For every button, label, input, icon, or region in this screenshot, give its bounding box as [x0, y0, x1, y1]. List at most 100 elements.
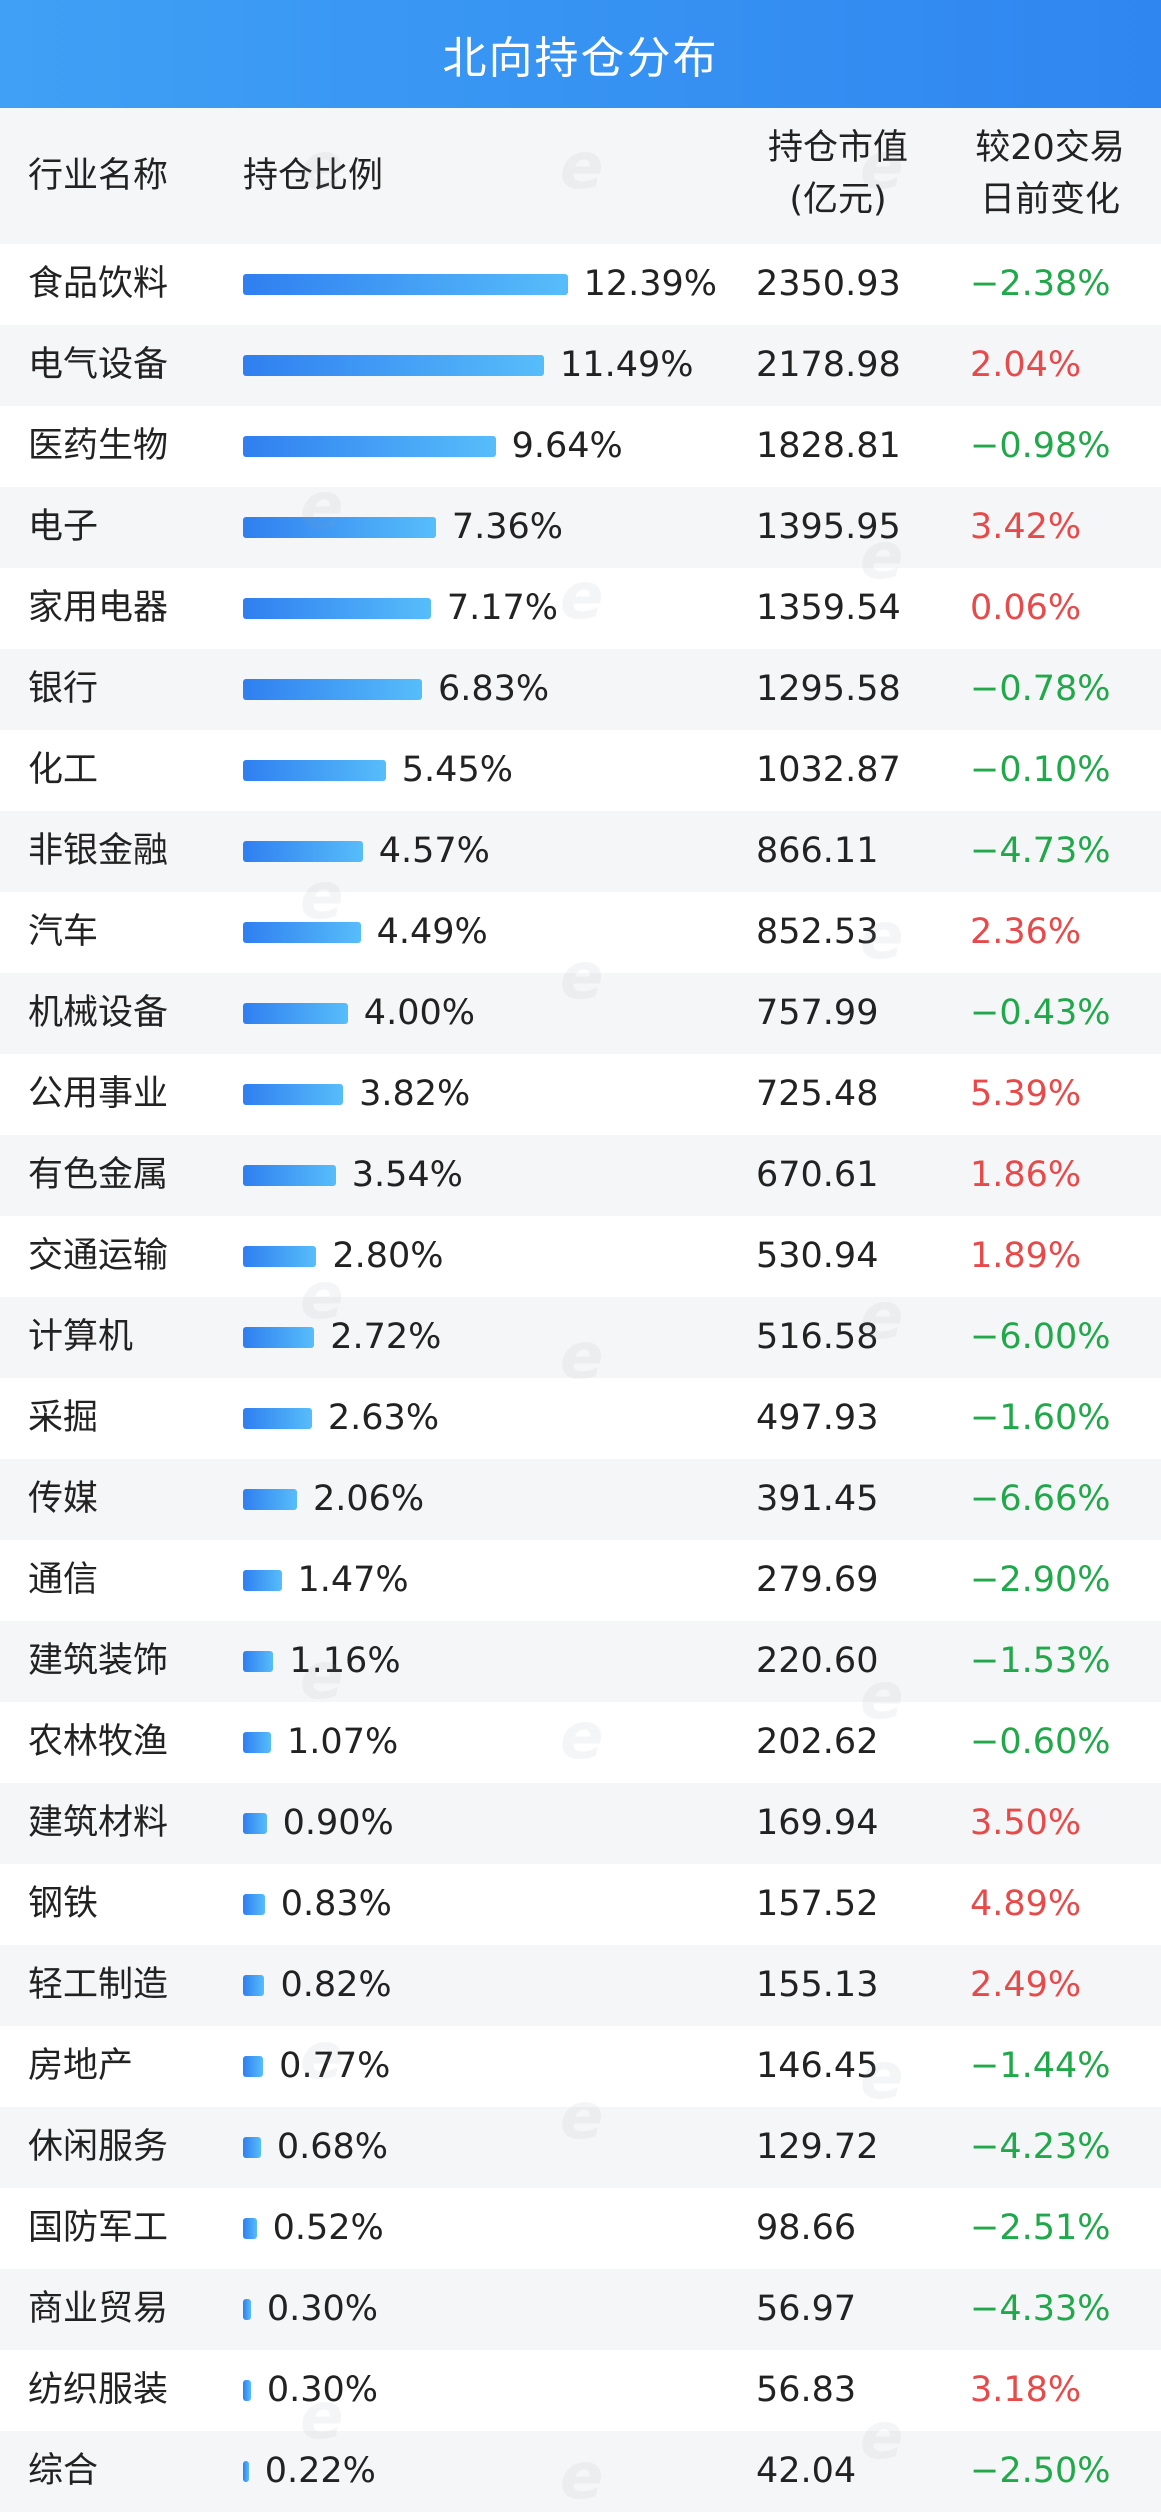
ratio-bar [243, 2461, 249, 2482]
market-value: 530.94 [756, 1236, 879, 1276]
ratio-bar [243, 760, 386, 781]
table-row: 休闲服务 0.68% 129.72 −4.23% [0, 2107, 1161, 2188]
table-row: 通信 1.47% 279.69 −2.90% [0, 1540, 1161, 1621]
table-row: 采掘 2.63% 497.93 −1.60% [0, 1378, 1161, 1459]
market-value: 42.04 [756, 2451, 857, 2491]
table-row: 机械设备 4.00% 757.99 −0.43% [0, 973, 1161, 1054]
table-row: 钢铁 0.83% 157.52 4.89% [0, 1864, 1161, 1945]
market-value: 98.66 [756, 2208, 857, 2248]
ratio-label: 9.64% [511, 426, 623, 466]
ratio-label: 0.22% [264, 2451, 376, 2491]
market-value: 725.48 [756, 1074, 879, 1114]
table-row: 非银金融 4.57% 866.11 −4.73% [0, 811, 1161, 892]
change-value: −0.43% [970, 993, 1111, 1033]
industry-name: 建筑装饰 [28, 1641, 169, 1681]
market-value: 516.58 [756, 1317, 879, 1357]
change-value: −4.23% [970, 2127, 1111, 2167]
ratio-label: 4.57% [378, 831, 490, 871]
header-market-value-line1: 持仓市值 [767, 128, 908, 168]
market-value: 2350.93 [756, 264, 901, 304]
ratio-label: 2.63% [327, 1398, 440, 1438]
change-value: −0.60% [970, 1722, 1111, 1762]
ratio-bar [243, 1570, 282, 1591]
table-row: 化工 5.45% 1032.87 −0.10% [0, 730, 1161, 811]
table-row: 食品饮料 12.39% 2350.93 −2.38% [0, 244, 1161, 325]
header-change-line2: 日前变化 [979, 180, 1120, 220]
change-value: 3.50% [970, 1803, 1082, 1843]
ratio-bar [243, 679, 422, 700]
market-value: 169.94 [756, 1803, 879, 1843]
ratio-label: 1.16% [289, 1641, 401, 1681]
market-value: 220.60 [756, 1641, 879, 1681]
change-value: 1.89% [970, 1236, 1082, 1276]
ratio-label: 0.77% [279, 2046, 391, 2086]
ratio-bar [243, 1813, 267, 1834]
ratio-bar [243, 2056, 264, 2077]
ratio-bar [243, 1246, 317, 1267]
market-value: 1359.54 [756, 588, 901, 628]
ratio-label: 11.49% [560, 345, 694, 385]
change-value: 2.04% [970, 345, 1082, 385]
market-value: 56.97 [756, 2289, 857, 2329]
market-value: 866.11 [756, 831, 879, 871]
market-value: 1395.95 [756, 507, 901, 547]
change-value: 2.49% [970, 1965, 1082, 2005]
ratio-bar [243, 1084, 344, 1105]
change-value: 2.36% [970, 912, 1082, 952]
change-value: −1.44% [970, 2046, 1111, 2086]
table-row: 商业贸易 0.30% 56.97 −4.33% [0, 2269, 1161, 2350]
table-row: 综合 0.22% 42.04 −2.50% [0, 2431, 1161, 2512]
industry-name: 交通运输 [28, 1236, 169, 1276]
header-industry: 行业名称 [28, 156, 169, 196]
table-row: 建筑装饰 1.16% 220.60 −1.53% [0, 1621, 1161, 1702]
industry-name: 传媒 [28, 1479, 99, 1519]
page-title: 北向持仓分布 [442, 33, 719, 84]
ratio-bar [243, 2380, 251, 2401]
ratio-label: 0.90% [282, 1803, 394, 1843]
change-value: 0.06% [970, 588, 1082, 628]
ratio-bar [243, 436, 496, 457]
market-value: 1295.58 [756, 669, 901, 709]
market-value: 146.45 [756, 2046, 879, 2086]
industry-name: 电子 [28, 507, 99, 547]
header-change: 较20交易 日前变化 [955, 122, 1145, 226]
ratio-bar [243, 1165, 336, 1186]
ratio-bar [243, 1489, 297, 1510]
industry-name: 房地产 [28, 2046, 134, 2086]
change-value: −0.98% [970, 426, 1111, 466]
ratio-label: 0.82% [280, 1965, 392, 2005]
change-value: 1.86% [970, 1155, 1082, 1195]
table-row: 建筑材料 0.90% 169.94 3.50% [0, 1783, 1161, 1864]
ratio-label: 7.36% [451, 507, 564, 547]
market-value: 852.53 [756, 912, 879, 952]
title-bar: 北向持仓分布 [0, 0, 1161, 108]
change-value: −1.60% [970, 1398, 1111, 1438]
ratio-bar [243, 1327, 315, 1348]
change-value: −2.90% [970, 1560, 1111, 1600]
table-row: 国防军工 0.52% 98.66 −2.51% [0, 2188, 1161, 2269]
table-row: 家用电器 7.17% 1359.54 0.06% [0, 568, 1161, 649]
ratio-label: 0.52% [272, 2208, 384, 2248]
table-row: 有色金属 3.54% 670.61 1.86% [0, 1135, 1161, 1216]
ratio-bar [243, 355, 545, 376]
ratio-label: 5.45% [401, 750, 513, 790]
industry-name: 通信 [28, 1560, 99, 1600]
industry-name: 农林牧渔 [28, 1722, 169, 1762]
header-ratio: 持仓比例 [243, 156, 384, 196]
change-value: −2.50% [970, 2451, 1111, 2491]
change-value: −0.78% [970, 669, 1111, 709]
industry-name: 纺织服装 [28, 2370, 169, 2410]
change-value: −4.73% [970, 831, 1111, 871]
industry-name: 有色金属 [28, 1155, 169, 1195]
ratio-label: 4.49% [376, 912, 488, 952]
ratio-bar [243, 517, 436, 538]
industry-name: 国防军工 [28, 2208, 169, 2248]
market-value: 757.99 [756, 993, 879, 1033]
change-value: −2.38% [970, 264, 1111, 304]
industry-name: 汽车 [28, 912, 99, 952]
market-value: 1032.87 [756, 750, 901, 790]
ratio-bar [243, 1651, 274, 1672]
ratio-bar [243, 2137, 261, 2158]
change-value: 5.39% [970, 1074, 1082, 1114]
change-value: −0.10% [970, 750, 1111, 790]
